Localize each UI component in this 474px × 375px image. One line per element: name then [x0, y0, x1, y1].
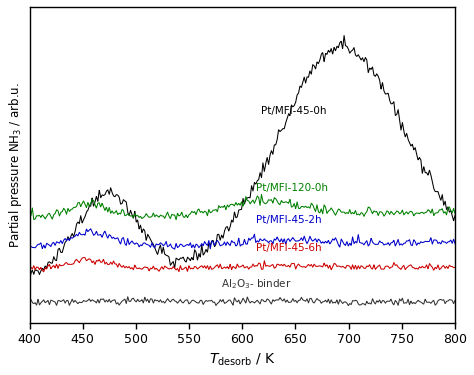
Y-axis label: Partial pressure NH$_3$ / arb.u.: Partial pressure NH$_3$ / arb.u. [7, 82, 24, 248]
Text: Pt/MFI-45-6h: Pt/MFI-45-6h [256, 243, 322, 253]
X-axis label: $T_{\mathrm{desorb}}$ / K: $T_{\mathrm{desorb}}$ / K [209, 352, 276, 368]
Text: Pt/MFI-45-0h: Pt/MFI-45-0h [262, 106, 327, 116]
Text: Pt/MFI-45-2h: Pt/MFI-45-2h [256, 215, 322, 225]
Text: Al$_2$O$_3$- binder: Al$_2$O$_3$- binder [221, 278, 292, 291]
Text: Pt/MFI-120-0h: Pt/MFI-120-0h [256, 183, 328, 194]
